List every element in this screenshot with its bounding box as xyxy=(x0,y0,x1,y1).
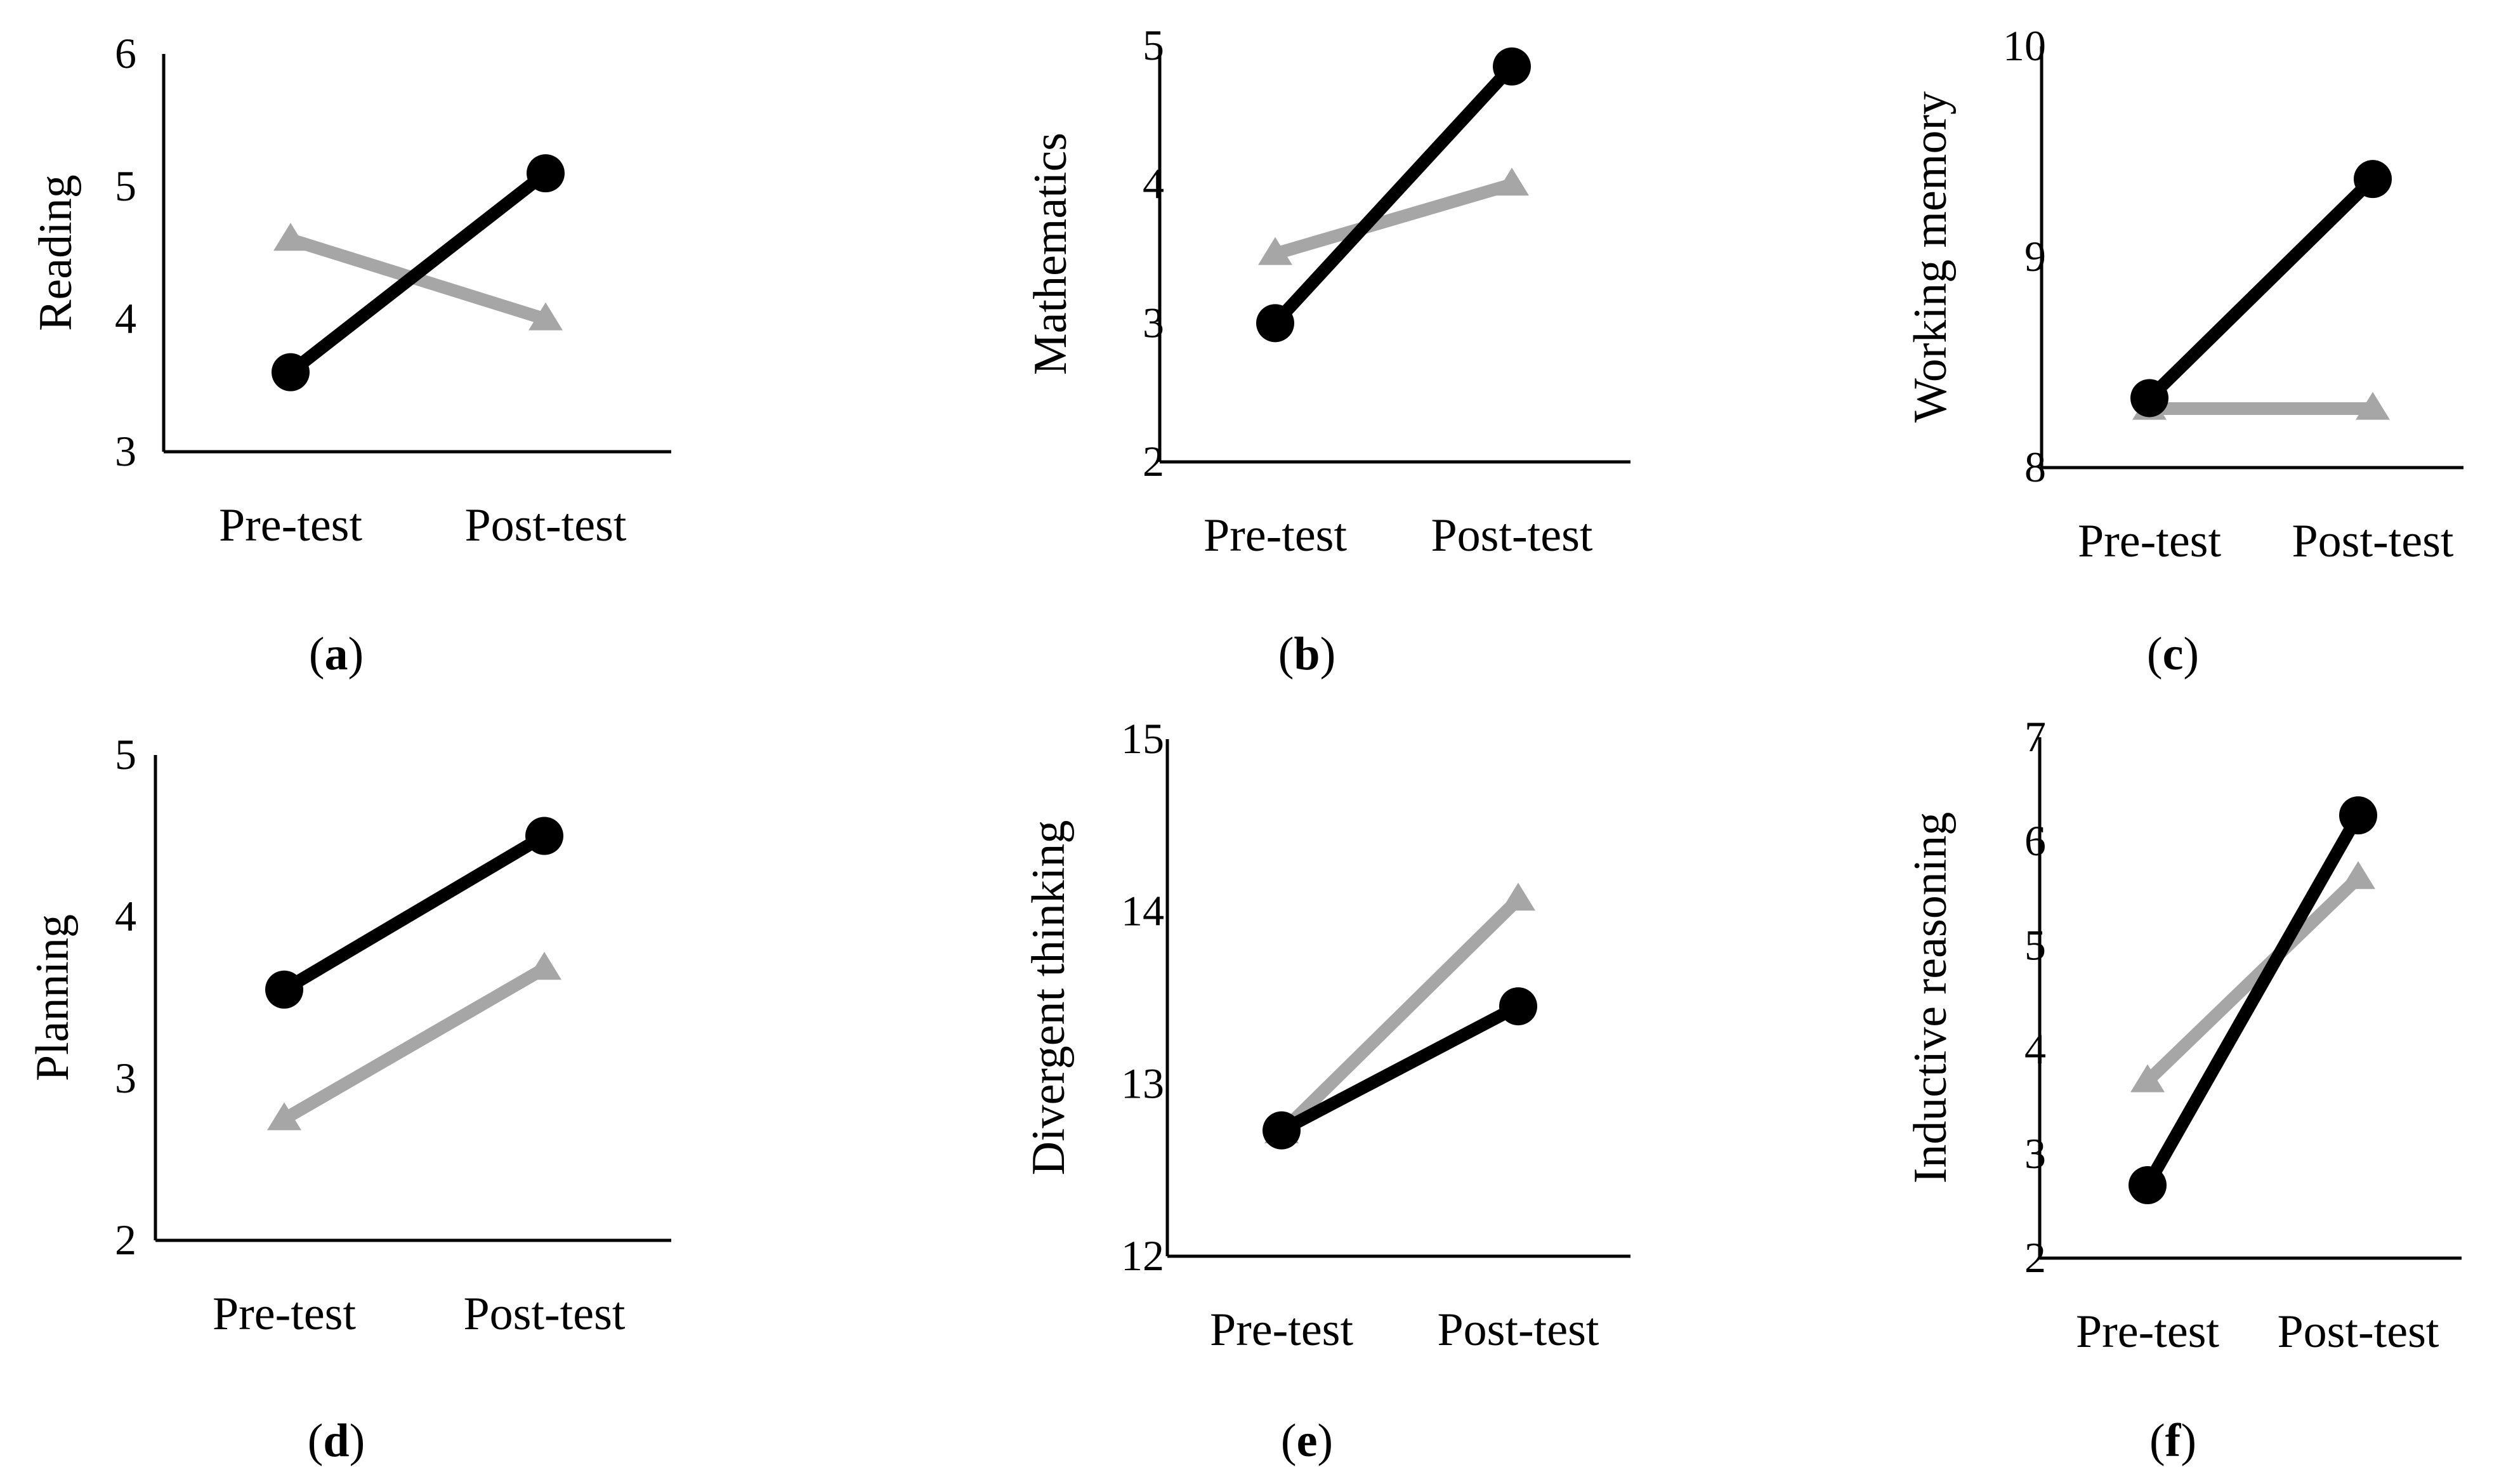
circle-series-line xyxy=(286,168,550,378)
panel-label: (f) xyxy=(2149,1415,2196,1467)
x-category-label: Post-test xyxy=(2292,515,2454,567)
y-tick-label: 13 xyxy=(1121,1059,1164,1107)
x-category-label: Pre-test xyxy=(2078,515,2221,567)
circle-marker xyxy=(2130,379,2168,417)
x-category-label: Post-test xyxy=(1438,1304,1599,1356)
triangle-marker xyxy=(1501,883,1535,911)
triangle-marker xyxy=(2341,861,2375,890)
circle-series-line xyxy=(2142,812,2364,1189)
circle-series-line xyxy=(1278,1001,1521,1136)
y-axis-title: Mathematics xyxy=(1025,133,1077,375)
circle-marker xyxy=(265,970,303,1009)
panel-label: (e) xyxy=(1281,1415,1333,1467)
chart-panel-d: 2 3 4 5 Planning Pre-test Post-test (d) xyxy=(27,730,671,1467)
circle-marker xyxy=(1256,304,1294,343)
triangle-marker xyxy=(1495,167,1529,196)
y-tick-label: 3 xyxy=(115,427,136,475)
chart-panel-a: 3 4 5 6 Reading Pre-test Post-test (a) xyxy=(30,29,671,680)
x-category-label: Post-test xyxy=(465,499,627,551)
circle-marker xyxy=(1493,47,1531,86)
y-axis-title: Planning xyxy=(27,914,79,1081)
chart-panel-f: 2 3 4 5 6 7 Inductive reasoning Pre-test Post-te… xyxy=(1905,712,2462,1467)
y-tick-label: 4 xyxy=(1143,160,1164,208)
y-axis-title: Reading xyxy=(30,174,82,331)
triangle-marker xyxy=(527,952,561,980)
y-tick-label: 7 xyxy=(2024,712,2046,761)
x-category-label: Pre-test xyxy=(1204,509,1347,561)
x-category-label: Post-test xyxy=(1431,509,1593,561)
circle-series-line xyxy=(2144,174,2378,403)
circle-marker xyxy=(1499,987,1537,1026)
triangle-series-line xyxy=(280,962,548,1125)
y-tick-label: 2 xyxy=(2024,1233,2046,1282)
y-tick-label: 5 xyxy=(115,730,136,778)
triangle-marker xyxy=(273,223,308,251)
circle-marker xyxy=(1263,1111,1301,1150)
y-tick-label: 9 xyxy=(2024,232,2046,280)
triangle-marker xyxy=(2356,391,2390,420)
chart-panel-e: 12 13 14 15 Divergent thinking Pre-test Post-t… xyxy=(1023,714,1630,1467)
triangle-series-line xyxy=(2143,873,2363,1086)
circle-marker xyxy=(2354,160,2392,199)
triangle-series-line xyxy=(1276,895,1523,1137)
chart-panel-c: 8 9 10 Working memory Pre-test Post-test (c) xyxy=(1905,22,2463,680)
triangle-series-line xyxy=(1273,178,1514,260)
panel-label: (d) xyxy=(308,1415,365,1467)
y-tick-label: 5 xyxy=(1143,21,1164,69)
triangle-marker xyxy=(1258,237,1292,265)
y-tick-label: 3 xyxy=(115,1054,136,1102)
circle-series-line xyxy=(280,830,548,995)
x-category-label: Post-test xyxy=(464,1288,626,1340)
circle-marker xyxy=(527,154,565,193)
y-axis-title: Working memory xyxy=(1905,91,1957,423)
circle-marker xyxy=(2339,796,2377,835)
y-tick-label: 6 xyxy=(2024,817,2046,865)
y-tick-label: 8 xyxy=(2024,443,2046,491)
y-tick-label: 10 xyxy=(2003,22,2046,70)
y-tick-label: 12 xyxy=(1121,1231,1164,1280)
y-axis-title: Divergent thinking xyxy=(1023,820,1075,1176)
y-tick-label: 6 xyxy=(115,29,136,77)
x-category-label: Post-test xyxy=(2278,1306,2439,1358)
circle-marker xyxy=(272,353,310,391)
x-category-label: Pre-test xyxy=(219,499,362,551)
x-category-label: Pre-test xyxy=(1210,1304,1353,1356)
circle-marker xyxy=(2129,1166,2167,1205)
y-tick-label: 14 xyxy=(1121,887,1164,935)
x-category-label: Pre-test xyxy=(2076,1306,2219,1358)
circle-marker xyxy=(525,817,563,855)
y-tick-label: 4 xyxy=(115,892,136,940)
y-tick-label: 3 xyxy=(2024,1129,2046,1178)
triangle-marker xyxy=(528,302,563,331)
y-tick-label: 5 xyxy=(2024,921,2046,969)
panel-label: (b) xyxy=(1278,628,1335,680)
y-tick-label: 4 xyxy=(2024,1025,2046,1074)
triangle-marker xyxy=(2130,1064,2165,1093)
y-tick-label: 5 xyxy=(115,162,136,210)
x-category-label: Pre-test xyxy=(213,1288,356,1340)
y-tick-label: 2 xyxy=(1143,437,1164,485)
y-tick-label: 4 xyxy=(115,294,136,343)
y-tick-label: 3 xyxy=(1143,298,1164,346)
y-axis-title: Inductive reasoning xyxy=(1905,812,1957,1184)
circle-series-line xyxy=(1270,62,1517,328)
y-tick-label: 15 xyxy=(1121,714,1164,763)
chart-panel-b: 2 3 4 5 Mathematics Pre-test Post-test (b) xyxy=(1025,21,1630,680)
panel-label: (a) xyxy=(309,628,364,680)
triangle-marker xyxy=(267,1102,301,1131)
y-tick-label: 2 xyxy=(115,1216,136,1264)
panel-label: (c) xyxy=(2147,628,2199,680)
